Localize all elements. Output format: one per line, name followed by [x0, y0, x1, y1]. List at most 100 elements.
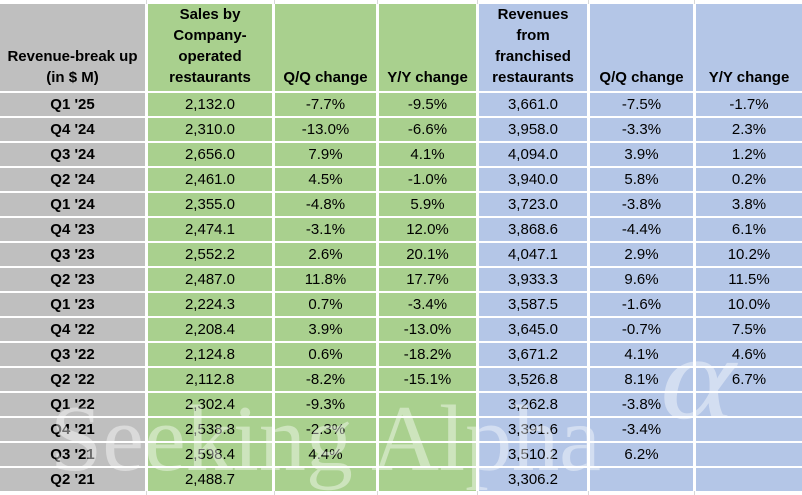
company-qq-change-cell[interactable]: -2.3% — [275, 418, 379, 443]
franchised-qq-change-cell[interactable]: -3.4% — [590, 418, 696, 443]
franchised-qq-change-cell[interactable]: 6.2% — [590, 443, 696, 468]
company-sales-cell[interactable]: 2,487.0 — [148, 268, 275, 293]
franchised-yy-change-cell[interactable]: 4.6% — [696, 343, 802, 368]
company-qq-change-cell[interactable]: -9.3% — [275, 393, 379, 418]
franchised-yy-change-cell[interactable]: 10.2% — [696, 243, 802, 268]
col-header-company-qq[interactable]: Q/Q change — [275, 4, 379, 93]
company-sales-cell[interactable]: 2,552.2 — [148, 243, 275, 268]
col-header-company-yy[interactable]: Y/Y change — [379, 4, 479, 93]
company-qq-change-cell[interactable]: 0.6% — [275, 343, 379, 368]
franchised-revenue-cell[interactable]: 3,306.2 — [479, 468, 590, 493]
company-qq-change-cell[interactable]: 4.4% — [275, 443, 379, 468]
franchised-revenue-cell[interactable]: 3,933.3 — [479, 268, 590, 293]
col-header-franchised-yy[interactable]: Y/Y change — [696, 4, 802, 93]
company-qq-change-cell[interactable]: 11.8% — [275, 268, 379, 293]
franchised-revenue-cell[interactable]: 3,868.6 — [479, 218, 590, 243]
company-qq-change-cell[interactable]: 2.6% — [275, 243, 379, 268]
franchised-qq-change-cell[interactable]: 5.8% — [590, 168, 696, 193]
quarter-label-cell[interactable]: Q4 '22 — [0, 318, 148, 343]
quarter-label-cell[interactable]: Q1 '25 — [0, 93, 148, 118]
company-qq-change-cell[interactable] — [275, 468, 379, 493]
franchised-qq-change-cell[interactable]: 8.1% — [590, 368, 696, 393]
row-header-title-cell[interactable]: Revenue-break up (in $ M) — [0, 4, 148, 93]
company-qq-change-cell[interactable]: 7.9% — [275, 143, 379, 168]
franchised-yy-change-cell[interactable]: 0.2% — [696, 168, 802, 193]
quarter-label-cell[interactable]: Q2 '23 — [0, 268, 148, 293]
franchised-revenue-cell[interactable]: 3,391.6 — [479, 418, 590, 443]
col-header-company-sales[interactable]: Sales by Company- operated restaurants — [148, 4, 275, 93]
franchised-revenue-cell[interactable]: 3,723.0 — [479, 193, 590, 218]
franchised-qq-change-cell[interactable]: -3.3% — [590, 118, 696, 143]
franchised-qq-change-cell[interactable]: -3.8% — [590, 393, 696, 418]
company-yy-change-cell[interactable]: 17.7% — [379, 268, 479, 293]
company-yy-change-cell[interactable]: -9.5% — [379, 93, 479, 118]
franchised-yy-change-cell[interactable]: 2.3% — [696, 118, 802, 143]
company-sales-cell[interactable]: 2,124.8 — [148, 343, 275, 368]
company-qq-change-cell[interactable]: -3.1% — [275, 218, 379, 243]
franchised-yy-change-cell[interactable]: 6.7% — [696, 368, 802, 393]
company-qq-change-cell[interactable]: -7.7% — [275, 93, 379, 118]
company-yy-change-cell[interactable]: 4.1% — [379, 143, 479, 168]
col-header-franchised-rev[interactable]: Revenues from franchised restaurants — [479, 4, 590, 93]
franchised-qq-change-cell[interactable] — [590, 468, 696, 493]
franchised-revenue-cell[interactable]: 4,094.0 — [479, 143, 590, 168]
company-sales-cell[interactable]: 2,355.0 — [148, 193, 275, 218]
company-qq-change-cell[interactable]: -8.2% — [275, 368, 379, 393]
company-sales-cell[interactable]: 2,224.3 — [148, 293, 275, 318]
franchised-qq-change-cell[interactable]: -7.5% — [590, 93, 696, 118]
franchised-qq-change-cell[interactable]: -0.7% — [590, 318, 696, 343]
company-yy-change-cell[interactable]: -15.1% — [379, 368, 479, 393]
quarter-label-cell[interactable]: Q3 '21 — [0, 443, 148, 468]
company-sales-cell[interactable]: 2,488.7 — [148, 468, 275, 493]
franchised-yy-change-cell[interactable]: 3.8% — [696, 193, 802, 218]
company-yy-change-cell[interactable] — [379, 393, 479, 418]
company-sales-cell[interactable]: 2,474.1 — [148, 218, 275, 243]
company-qq-change-cell[interactable]: 3.9% — [275, 318, 379, 343]
franchised-yy-change-cell[interactable]: 10.0% — [696, 293, 802, 318]
col-header-franchised-qq[interactable]: Q/Q change — [590, 4, 696, 93]
quarter-label-cell[interactable]: Q1 '22 — [0, 393, 148, 418]
quarter-label-cell[interactable]: Q3 '23 — [0, 243, 148, 268]
company-sales-cell[interactable]: 2,132.0 — [148, 93, 275, 118]
franchised-qq-change-cell[interactable]: 3.9% — [590, 143, 696, 168]
company-sales-cell[interactable]: 2,461.0 — [148, 168, 275, 193]
company-qq-change-cell[interactable]: -4.8% — [275, 193, 379, 218]
franchised-revenue-cell[interactable]: 3,661.0 — [479, 93, 590, 118]
company-yy-change-cell[interactable]: -13.0% — [379, 318, 479, 343]
franchised-revenue-cell[interactable]: 4,047.1 — [479, 243, 590, 268]
company-yy-change-cell[interactable]: 5.9% — [379, 193, 479, 218]
quarter-label-cell[interactable]: Q2 '24 — [0, 168, 148, 193]
company-sales-cell[interactable]: 2,538.8 — [148, 418, 275, 443]
quarter-label-cell[interactable]: Q1 '24 — [0, 193, 148, 218]
company-yy-change-cell[interactable]: -1.0% — [379, 168, 479, 193]
franchised-revenue-cell[interactable]: 3,645.0 — [479, 318, 590, 343]
franchised-qq-change-cell[interactable]: -3.8% — [590, 193, 696, 218]
franchised-qq-change-cell[interactable]: -4.4% — [590, 218, 696, 243]
franchised-qq-change-cell[interactable]: 9.6% — [590, 268, 696, 293]
quarter-label-cell[interactable]: Q4 '24 — [0, 118, 148, 143]
franchised-yy-change-cell[interactable] — [696, 443, 802, 468]
company-qq-change-cell[interactable]: 4.5% — [275, 168, 379, 193]
company-sales-cell[interactable]: 2,302.4 — [148, 393, 275, 418]
company-yy-change-cell[interactable] — [379, 418, 479, 443]
franchised-yy-change-cell[interactable]: 11.5% — [696, 268, 802, 293]
company-yy-change-cell[interactable]: 12.0% — [379, 218, 479, 243]
franchised-yy-change-cell[interactable] — [696, 468, 802, 493]
franchised-yy-change-cell[interactable]: 7.5% — [696, 318, 802, 343]
company-yy-change-cell[interactable]: -6.6% — [379, 118, 479, 143]
company-sales-cell[interactable]: 2,208.4 — [148, 318, 275, 343]
franchised-yy-change-cell[interactable]: 6.1% — [696, 218, 802, 243]
company-sales-cell[interactable]: 2,112.8 — [148, 368, 275, 393]
quarter-label-cell[interactable]: Q3 '22 — [0, 343, 148, 368]
company-yy-change-cell[interactable] — [379, 443, 479, 468]
quarter-label-cell[interactable]: Q3 '24 — [0, 143, 148, 168]
franchised-yy-change-cell[interactable]: -1.7% — [696, 93, 802, 118]
company-qq-change-cell[interactable]: -13.0% — [275, 118, 379, 143]
franchised-qq-change-cell[interactable]: 4.1% — [590, 343, 696, 368]
franchised-revenue-cell[interactable]: 3,262.8 — [479, 393, 590, 418]
quarter-label-cell[interactable]: Q4 '23 — [0, 218, 148, 243]
quarter-label-cell[interactable]: Q1 '23 — [0, 293, 148, 318]
franchised-qq-change-cell[interactable]: 2.9% — [590, 243, 696, 268]
company-sales-cell[interactable]: 2,598.4 — [148, 443, 275, 468]
quarter-label-cell[interactable]: Q2 '21 — [0, 468, 148, 493]
